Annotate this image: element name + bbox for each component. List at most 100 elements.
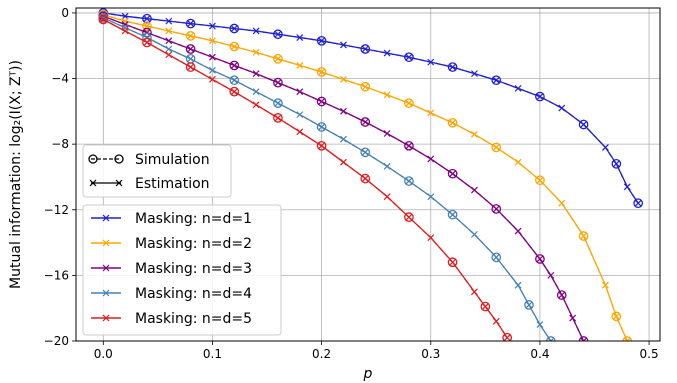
estimation-point <box>427 193 435 201</box>
estimation-point <box>230 25 238 32</box>
x-marker-stroke <box>143 34 151 41</box>
x-marker-stroke <box>89 179 97 187</box>
x-marker-stroke <box>405 53 413 61</box>
x-marker-stroke <box>449 211 457 219</box>
estimation-point <box>274 79 282 87</box>
estimation-point <box>187 20 195 28</box>
estimation-point <box>547 271 555 279</box>
estimation-point <box>427 234 435 242</box>
simulation-point <box>229 60 240 71</box>
x-marker-stroke <box>383 49 391 57</box>
x-marker-stroke <box>274 114 282 122</box>
x-marker-stroke <box>102 264 110 272</box>
legend-series-marker <box>102 239 110 247</box>
x-marker-stroke <box>115 179 123 187</box>
estimation-point <box>187 32 195 40</box>
x-marker-stroke <box>405 177 413 185</box>
x-tick-label: 0.1 <box>203 347 222 361</box>
x-marker-stroke <box>102 289 110 297</box>
x-marker-stroke <box>340 135 347 143</box>
y-axis-label: Mutual information: log₂(I(X; Zᵀ)) <box>8 60 24 289</box>
legend-series-marker <box>102 264 110 272</box>
simulation-point <box>404 98 414 108</box>
x-marker-stroke <box>623 337 629 341</box>
x-marker-stroke <box>580 337 585 341</box>
simulation-point <box>535 254 545 264</box>
x-marker-stroke <box>634 199 642 207</box>
simulation-point <box>480 301 491 312</box>
simulation-point <box>447 168 458 179</box>
estimation-point <box>143 22 151 30</box>
estimation-point <box>623 183 631 191</box>
estimation-point <box>296 111 304 119</box>
estimation-point <box>274 99 282 107</box>
estimation-point <box>471 70 478 78</box>
x-marker-stroke <box>296 61 304 69</box>
estimation-point <box>383 162 391 170</box>
x-marker-stroke <box>274 55 282 63</box>
x-marker-stroke <box>383 130 391 137</box>
estimation-point <box>492 144 500 151</box>
estimation-point <box>536 93 544 101</box>
legend-series-label: Masking: n=d=2 <box>135 236 252 252</box>
x-marker-stroke <box>187 55 195 63</box>
estimation-point <box>449 211 457 219</box>
estimation-point <box>492 76 500 84</box>
estimation-point <box>230 88 238 96</box>
x-marker-stroke <box>209 22 216 30</box>
estimation-point <box>340 41 347 49</box>
x-marker-stroke <box>209 75 216 83</box>
x-marker-stroke <box>187 45 195 53</box>
estimation-point <box>383 193 391 201</box>
simulation-point <box>229 23 240 34</box>
legend-styles-label: Estimation <box>135 176 210 192</box>
x-tick-label: 0.5 <box>640 347 659 361</box>
simulation-point <box>229 41 240 52</box>
simulation-point <box>229 75 240 86</box>
x-marker-stroke <box>471 288 478 296</box>
estimation-point <box>361 83 369 91</box>
x-marker-stroke <box>230 88 238 96</box>
x-marker-stroke <box>296 111 304 119</box>
estimation-point <box>143 34 151 41</box>
x-marker-stroke <box>612 312 620 320</box>
x-marker-stroke <box>449 258 457 266</box>
x-marker-stroke <box>318 142 326 150</box>
estimation-point <box>209 53 216 61</box>
x-marker-stroke <box>547 337 552 341</box>
series-5 <box>98 14 513 341</box>
x-marker-stroke <box>449 119 457 127</box>
x-marker-stroke <box>536 93 544 101</box>
y-tick-label: −20 <box>44 334 69 348</box>
x-marker-stroke <box>471 130 478 138</box>
estimation-point <box>405 99 413 107</box>
x-marker-stroke <box>165 51 173 59</box>
legend-series-box <box>82 204 282 336</box>
estimation-point <box>252 27 260 35</box>
simulation-point <box>535 91 545 102</box>
x-marker-stroke <box>547 271 555 279</box>
estimation-point <box>536 321 544 329</box>
x-tick-label: 0.0 <box>94 347 113 361</box>
x-marker-stroke <box>252 27 260 35</box>
simulation-point <box>404 52 414 63</box>
x-marker-stroke <box>514 281 522 289</box>
x-marker-stroke <box>143 39 151 46</box>
x-marker-stroke <box>405 99 413 107</box>
estimation-point <box>514 227 522 235</box>
x-marker-stroke <box>558 104 566 112</box>
estimation-point <box>427 58 435 66</box>
series-1 <box>98 8 644 209</box>
estimation-point <box>612 160 620 168</box>
x-marker-stroke <box>102 214 110 222</box>
estimation-point <box>230 43 238 50</box>
simulation-point <box>611 311 622 322</box>
simulation-point <box>404 176 414 186</box>
simulation-point <box>404 140 414 151</box>
x-marker-stroke <box>121 12 129 20</box>
estimation-point <box>209 66 216 74</box>
x-marker-stroke <box>187 63 195 71</box>
x-marker-stroke <box>318 68 326 76</box>
x-marker-stroke <box>340 158 347 166</box>
legend-circle-marker <box>114 154 124 164</box>
